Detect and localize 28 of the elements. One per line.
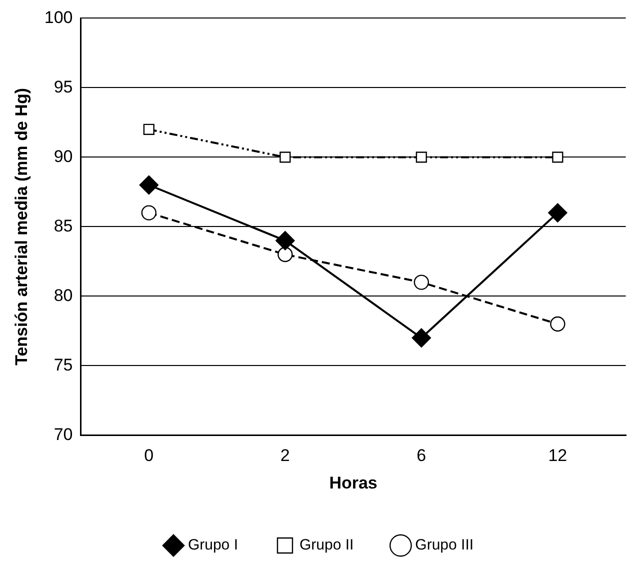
x-tick-label: 12 xyxy=(548,446,568,466)
point xyxy=(416,152,427,163)
point xyxy=(412,328,432,348)
point xyxy=(141,205,156,220)
point xyxy=(280,152,291,163)
legend-label: Grupo III xyxy=(415,536,474,554)
x-tick-label: 0 xyxy=(144,446,154,466)
point xyxy=(414,274,430,290)
x-axis-title: Horas xyxy=(329,473,378,492)
y-tick-label: 80 xyxy=(54,286,73,305)
point xyxy=(548,203,568,222)
y-tick-label: 100 xyxy=(44,8,73,27)
y-tick-label: 90 xyxy=(54,146,73,166)
y-tick-label: 85 xyxy=(54,216,73,236)
y-axis-title: Tensión arterial media (mm de Hg) xyxy=(12,88,31,366)
point xyxy=(278,246,293,262)
y-tick-label: 70 xyxy=(54,424,73,444)
legend-label: Grupo II xyxy=(299,536,354,554)
point xyxy=(276,231,295,250)
x-tick-label: 2 xyxy=(280,446,290,466)
point xyxy=(143,124,154,135)
y-tick-label: 95 xyxy=(54,77,73,96)
point xyxy=(552,152,564,163)
point xyxy=(139,175,158,195)
y-tick-label: 75 xyxy=(54,355,73,374)
point xyxy=(550,316,566,332)
x-tick-label: 6 xyxy=(416,446,426,466)
legend-label: Grupo I xyxy=(188,536,238,554)
